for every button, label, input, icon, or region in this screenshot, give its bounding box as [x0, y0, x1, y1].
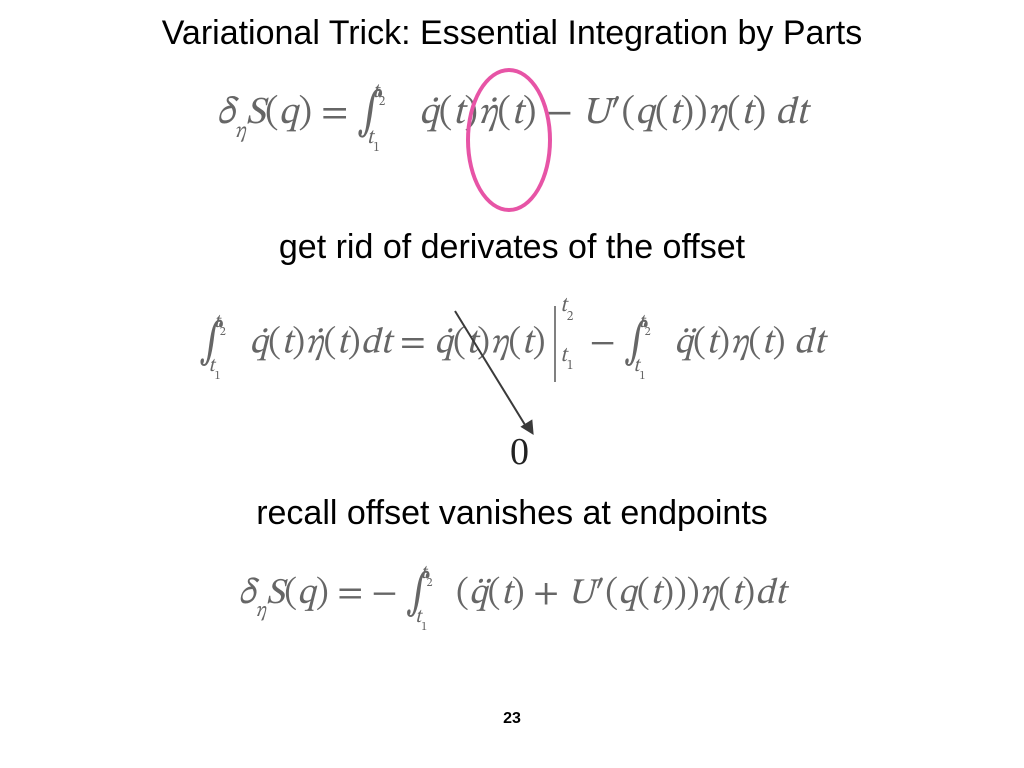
caption-1: get rid of derivates of the offset: [0, 228, 1024, 267]
slide-title: Variational Trick: Essential Integration…: [0, 14, 1024, 53]
highlight-ellipse: [466, 68, 552, 212]
caption-2: recall offset vanishes at endpoints: [0, 494, 1024, 533]
page-number: 23: [0, 710, 1024, 728]
equation-2: ∫ t2 t1 q̇(t)η̇(t)dt = q̇(t)η(t) t2 t1 −…: [0, 306, 1024, 382]
zero-label: 0: [510, 430, 529, 474]
slide: Variational Trick: Essential Integration…: [0, 0, 1024, 768]
equation-3: δηS(q) = − ∫ t2 t1 (q̈(t) + U′(q(t)))η(t…: [0, 572, 1024, 619]
